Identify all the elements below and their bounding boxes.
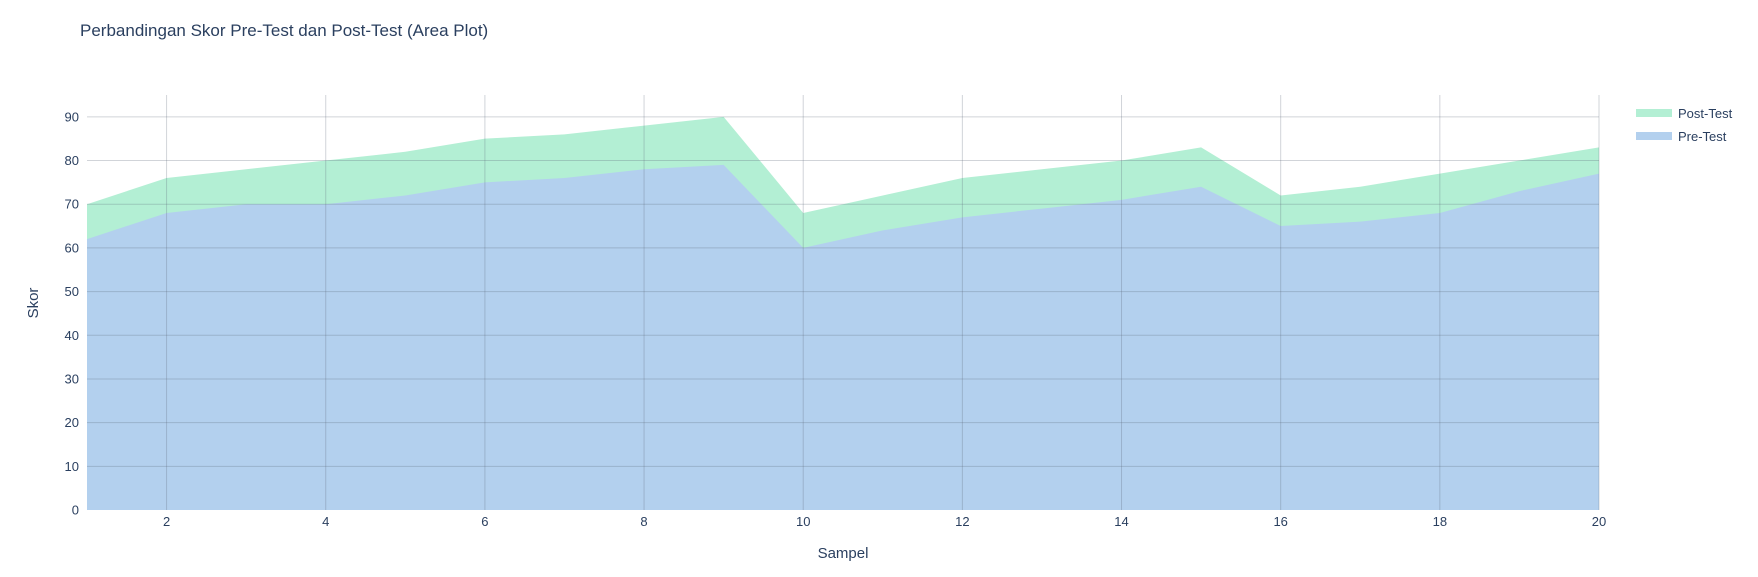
legend-swatch [1636,109,1672,117]
x-tick-label: 14 [1114,514,1128,529]
grid-lines [87,95,1600,510]
y-tick-label: 60 [65,240,79,255]
y-tick-label: 0 [72,503,79,518]
legend-label: Pre-Test [1678,129,1727,144]
legend-swatch [1636,132,1672,140]
y-tick-label: 30 [65,371,79,386]
y-tick-label: 20 [65,415,79,430]
y-tick-label: 40 [65,328,79,343]
x-axis-ticks: 2 4 6 8 10 12 14 16 18 20 [163,514,1606,529]
y-axis-title: Skor [25,288,42,319]
legend[interactable]: Post-Test Pre-Test [1636,106,1733,144]
x-tick-label: 20 [1592,514,1606,529]
y-axis-ticks: 0 10 20 30 40 50 60 70 80 90 [65,109,79,517]
x-tick-label: 8 [640,514,647,529]
y-tick-label: 70 [65,197,79,212]
x-tick-label: 6 [481,514,488,529]
x-tick-label: 4 [322,514,329,529]
y-tick-label: 90 [65,109,79,124]
y-tick-label: 10 [65,459,79,474]
y-tick-label: 80 [65,153,79,168]
plot-areas [87,116,1599,511]
x-tick-label: 10 [796,514,810,529]
area-pre-test [87,164,1599,511]
x-tick-label: 18 [1433,514,1447,529]
legend-item-post-test[interactable]: Post-Test [1636,106,1733,121]
y-tick-label: 50 [65,284,79,299]
chart-title: Perbandingan Skor Pre-Test dan Post-Test… [80,21,488,40]
x-tick-label: 16 [1273,514,1287,529]
x-tick-label: 12 [955,514,969,529]
x-tick-label: 2 [163,514,170,529]
legend-label: Post-Test [1678,106,1733,121]
x-axis-title: Sampel [818,545,869,562]
legend-item-pre-test[interactable]: Pre-Test [1636,129,1727,144]
